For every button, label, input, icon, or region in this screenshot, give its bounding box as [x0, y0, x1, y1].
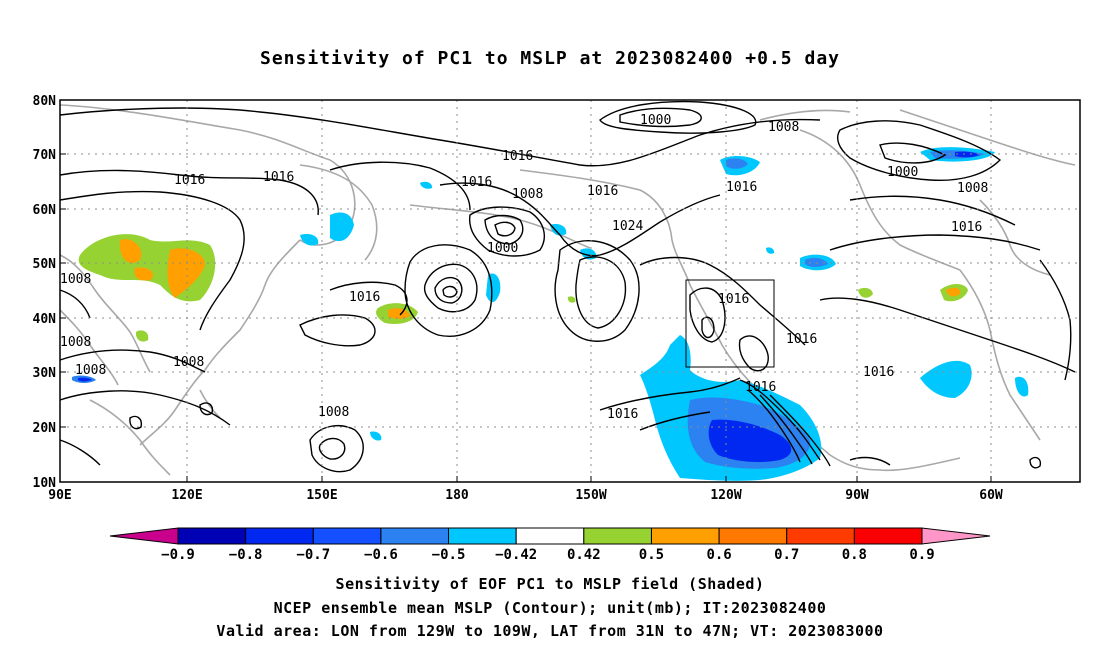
- colorbar-box: [177, 527, 247, 545]
- colorbar-labels: −0.9 −0.8 −0.7 −0.6 −0.5 −0.42 0.42 0.5 0.6 0.7 0.…: [161, 547, 935, 563]
- lon-label: 60W: [979, 488, 1003, 503]
- latitude-labels: 80N 70N 60N 50N 40N 30N 20N 10N: [33, 94, 57, 491]
- lat-label: 70N: [33, 148, 57, 163]
- colorbar-boxes: [177, 527, 923, 545]
- contour-label: 1008: [957, 181, 988, 196]
- colorbar-label: 0.8: [842, 547, 867, 563]
- contour-label: 1000: [887, 165, 918, 180]
- colorbar-label: 0.7: [774, 547, 799, 563]
- contour-label: 1016: [863, 365, 894, 380]
- mslp-contours: [59, 100, 1076, 473]
- colorbar-label: −0.5: [432, 547, 466, 563]
- valid-area-box: [685, 279, 775, 368]
- shade-positive-pacific-orange: [388, 308, 410, 319]
- colorbar-label: −0.42: [495, 547, 537, 563]
- contour-label: 1000: [640, 113, 671, 128]
- lon-label: 120W: [710, 488, 741, 503]
- colorbar-box: [245, 527, 314, 545]
- lat-label: 50N: [33, 257, 57, 272]
- lat-label: 80N: [33, 94, 57, 109]
- lon-label: 120E: [171, 488, 202, 503]
- contour-label: 1016: [786, 332, 817, 347]
- shaded-sensitivity: [72, 147, 1029, 481]
- contour-label: 1016: [607, 407, 638, 422]
- colorbar-label: 0.9: [909, 547, 934, 563]
- colorbar-label: −0.6: [364, 547, 398, 563]
- footer-line-2: NCEP ensemble mean MSLP (Contour); unit(…: [273, 599, 827, 617]
- lon-label: 180: [445, 488, 469, 503]
- colorbar-box: [583, 527, 652, 545]
- lat-label: 60N: [33, 203, 57, 218]
- map-frame: [59, 99, 1081, 483]
- colorbar-label: −0.7: [296, 547, 330, 563]
- shade-positive-atlantic-orange: [946, 287, 961, 297]
- colorbar-box: [380, 527, 450, 545]
- lat-label: 10N: [33, 476, 57, 491]
- lat-label: 40N: [33, 312, 57, 327]
- colorbar-box: [718, 527, 788, 545]
- colorbar: −0.9 −0.8 −0.7 −0.6 −0.5 −0.42 0.42 0.5 0.6 0.7 0.…: [109, 527, 991, 563]
- colorbar-label: −0.9: [161, 547, 195, 563]
- contour-label: 1016: [349, 290, 380, 305]
- axis-ticks: [60, 153, 992, 482]
- contour-label: 1008: [60, 335, 91, 350]
- contour-label: 1008: [318, 405, 349, 420]
- contour-label: 1008: [60, 272, 91, 287]
- lon-label: 90E: [48, 488, 71, 503]
- colorbar-under-arrow: [109, 527, 179, 545]
- lat-label: 20N: [33, 421, 57, 436]
- shade-negative-main-3: [708, 419, 792, 463]
- colorbar-label: −0.8: [229, 547, 263, 563]
- footer-line-1: Sensitivity of EOF PC1 to MSLP field (Sh…: [335, 575, 765, 593]
- contour-label: 1016: [263, 170, 294, 185]
- gridlines: [60, 100, 1080, 482]
- contour-label: 1008: [768, 120, 799, 135]
- footer-line-3: Valid area: LON from 129W to 109W, LAT f…: [216, 622, 884, 640]
- lon-label: 90W: [845, 488, 869, 503]
- colorbar-over-arrow: [921, 527, 991, 545]
- longitude-labels: 90E 120E 150E 180 150W 120W 90W 60W: [48, 488, 1003, 503]
- lon-label: 150E: [306, 488, 337, 503]
- colorbar-box: [650, 527, 720, 545]
- contour-label: 1000: [487, 241, 518, 256]
- contour-label: 1016: [951, 220, 982, 235]
- contour-label: 1016: [726, 180, 757, 195]
- contour-label: 1024: [612, 219, 643, 234]
- colorbar-box: [853, 527, 923, 545]
- shade-positive-small: [135, 287, 873, 342]
- colorbar-box: [312, 527, 382, 545]
- contour-label-group: 1000 1008 1016 1016 1016 1016 1008 1016 …: [60, 113, 988, 422]
- lat-label: 30N: [33, 366, 57, 381]
- contour-label: 1016: [502, 149, 533, 164]
- colorbar-box: [515, 527, 585, 545]
- contour-label: 1008: [512, 187, 543, 202]
- shade-positive-asia-orange: [119, 239, 205, 298]
- contour-label: 1008: [75, 363, 106, 378]
- contour-label: 1016: [174, 173, 205, 188]
- colorbar-label: 0.5: [639, 547, 664, 563]
- contour-label: 1016: [745, 380, 776, 395]
- contour-label: 1008: [173, 355, 204, 370]
- contour-label: 1016: [587, 184, 618, 199]
- map-title: Sensitivity of PC1 to MSLP at 2023082400…: [259, 48, 840, 69]
- contour-label: 1016: [718, 292, 749, 307]
- colorbar-label: 0.6: [706, 547, 731, 563]
- colorbar-label: 0.42: [567, 547, 601, 563]
- coastlines: [59, 104, 1076, 476]
- lon-label: 150W: [575, 488, 606, 503]
- contour-label: 1016: [461, 175, 492, 190]
- colorbar-box: [448, 527, 517, 545]
- colorbar-box: [786, 527, 855, 545]
